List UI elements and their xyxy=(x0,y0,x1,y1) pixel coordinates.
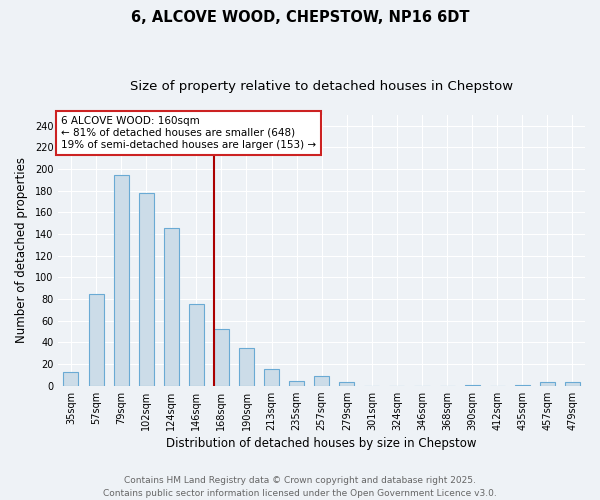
Bar xyxy=(64,372,79,386)
Bar xyxy=(540,382,555,386)
Bar xyxy=(214,330,229,386)
X-axis label: Distribution of detached houses by size in Chepstow: Distribution of detached houses by size … xyxy=(166,437,477,450)
Bar xyxy=(89,294,104,386)
Bar xyxy=(239,348,254,386)
Bar xyxy=(189,304,204,386)
Bar xyxy=(515,384,530,386)
Bar xyxy=(264,370,279,386)
Bar xyxy=(164,228,179,386)
Text: 6 ALCOVE WOOD: 160sqm
← 81% of detached houses are smaller (648)
19% of semi-det: 6 ALCOVE WOOD: 160sqm ← 81% of detached … xyxy=(61,116,316,150)
Title: Size of property relative to detached houses in Chepstow: Size of property relative to detached ho… xyxy=(130,80,513,93)
Bar xyxy=(565,382,580,386)
Bar xyxy=(314,376,329,386)
Bar xyxy=(339,382,355,386)
Bar xyxy=(113,174,128,386)
Bar xyxy=(139,193,154,386)
Bar xyxy=(289,382,304,386)
Bar xyxy=(464,384,479,386)
Y-axis label: Number of detached properties: Number of detached properties xyxy=(15,158,28,344)
Text: 6, ALCOVE WOOD, CHEPSTOW, NP16 6DT: 6, ALCOVE WOOD, CHEPSTOW, NP16 6DT xyxy=(131,10,469,25)
Text: Contains HM Land Registry data © Crown copyright and database right 2025.
Contai: Contains HM Land Registry data © Crown c… xyxy=(103,476,497,498)
